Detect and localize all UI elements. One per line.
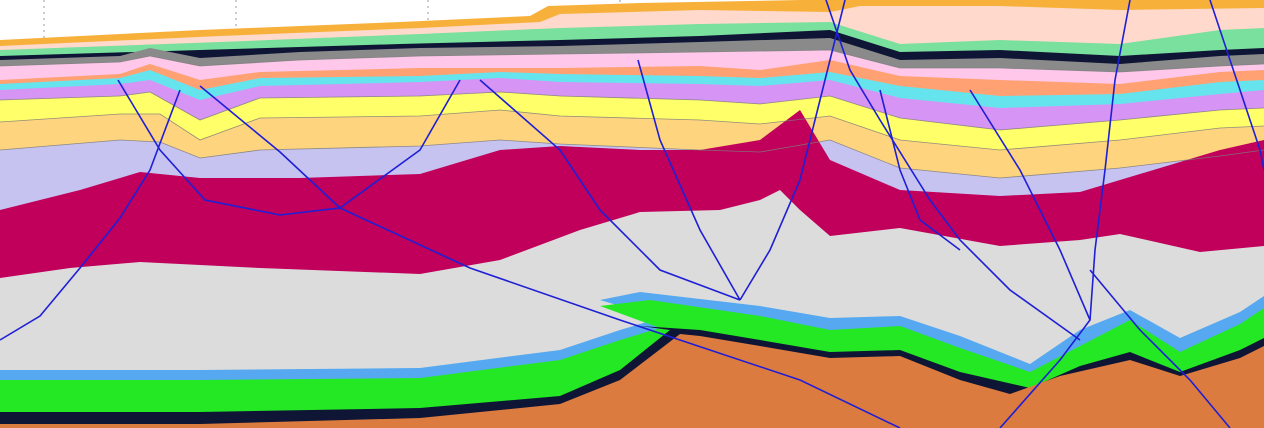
fault-3 [199,85,341,209]
fault-9 [879,89,961,251]
fault-13 [1089,269,1231,428]
fault-6 [637,59,741,301]
fault-8 [825,0,1081,341]
fault-5 [479,79,741,301]
layer-basement-orange [0,334,1264,428]
fault-7 [739,0,846,301]
fault-10 [969,89,1091,428]
fault-12 [1209,0,1264,171]
layer-contacts [0,49,1264,179]
fault-4 [339,79,461,209]
fault-1 [0,89,181,341]
